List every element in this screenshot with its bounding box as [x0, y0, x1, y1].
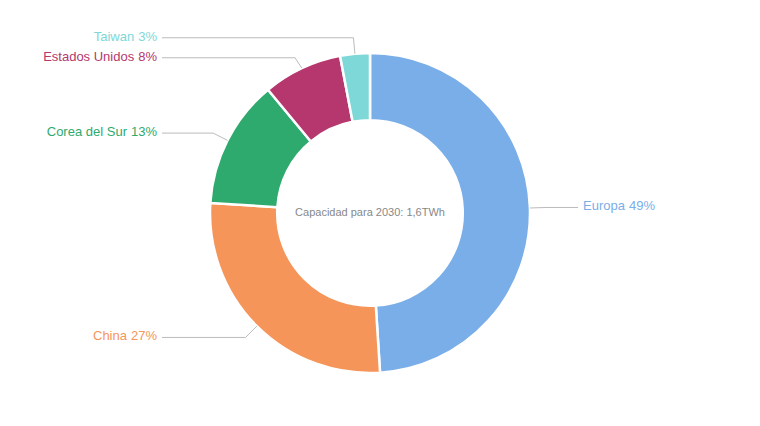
pie-group: Capacidad para 2030: 1,6TWh Europa49% Chin… — [43, 29, 655, 373]
data-label: Corea del Sur13% — [47, 125, 158, 140]
leader-line — [162, 58, 302, 68]
label-category: Europa — [583, 199, 626, 214]
label-category: Taiwan — [94, 29, 134, 44]
slice — [340, 53, 370, 122]
label-value: 8% — [138, 49, 157, 64]
center-text: Capacidad para 2030: 1,6TWh — [295, 206, 445, 218]
slice — [268, 56, 353, 142]
label-value: 49% — [629, 199, 655, 214]
label-category: China — [93, 329, 128, 344]
data-label: Europa49% — [583, 199, 655, 214]
data-label: China27% — [93, 329, 157, 344]
data-label: Estados Unidos8% — [43, 49, 157, 64]
labels: Europa49% China27% Corea del Sur13% Estados… — [43, 29, 655, 344]
slices — [210, 53, 530, 373]
slice — [210, 203, 380, 373]
label-category: Corea del Sur — [47, 125, 128, 140]
label-value: 13% — [131, 125, 157, 140]
label-category: Estados Unidos — [43, 49, 135, 64]
leader-line — [162, 326, 257, 337]
leader-line — [162, 133, 227, 140]
leader-line — [162, 38, 355, 54]
leader-line — [530, 207, 578, 209]
label-value: 3% — [138, 29, 157, 44]
data-label: Taiwan 3% — [94, 29, 158, 44]
chart-svg: Capacidad para 2030: 1,6TWh Europa49% Chin… — [0, 0, 760, 426]
label-value: 27% — [131, 329, 157, 344]
